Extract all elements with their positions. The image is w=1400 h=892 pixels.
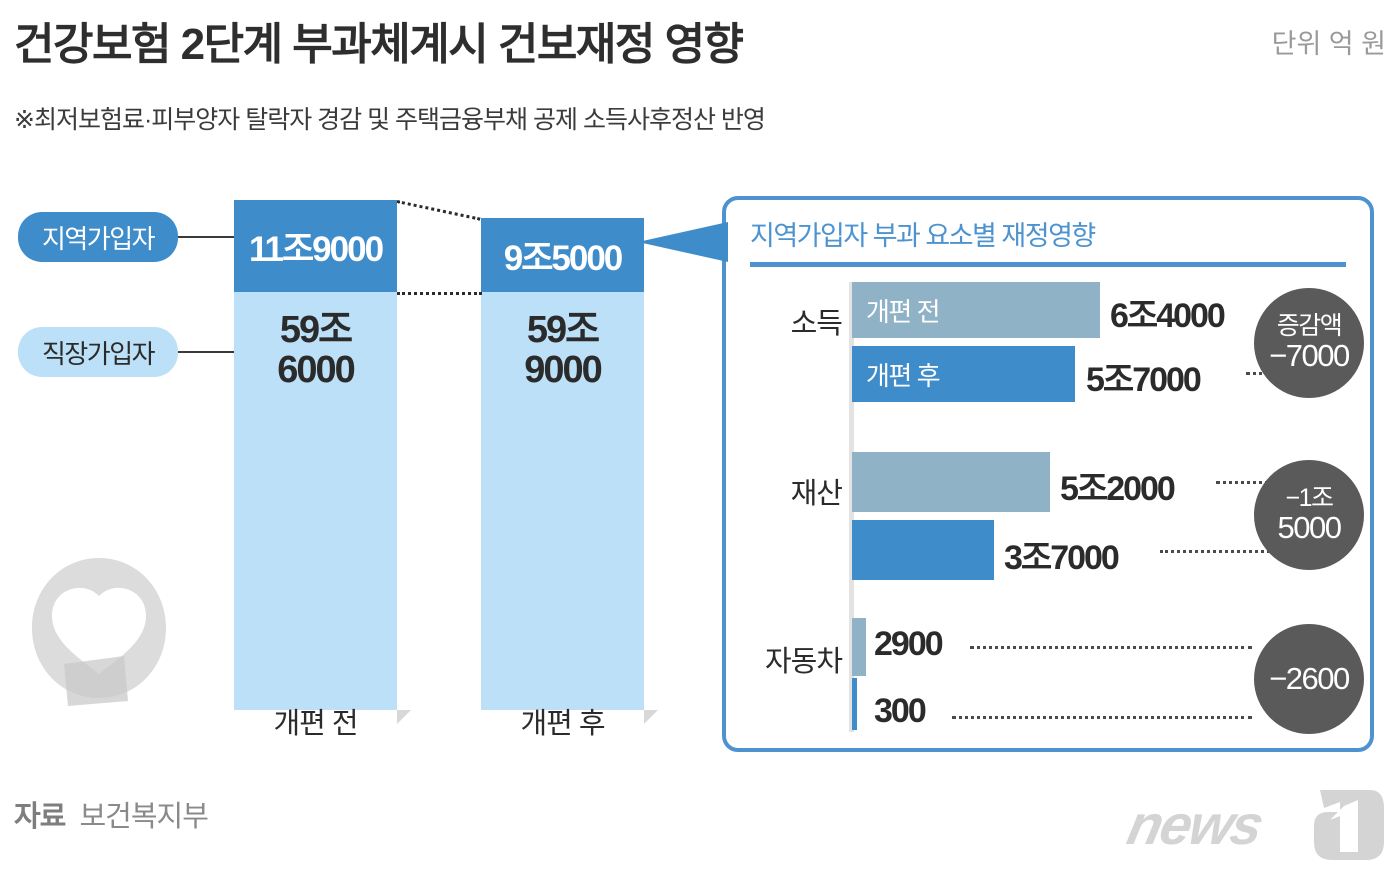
- news1-logo: news: [1108, 782, 1388, 868]
- group-label-property: 재산: [790, 478, 843, 510]
- bar-vehicle-after: [852, 678, 857, 730]
- bar-vehicle-before: [852, 618, 866, 676]
- panel-connector-arrow-icon: [638, 222, 728, 262]
- bar-value-region-before: 11조9000: [248, 229, 384, 269]
- bar-shadow-after: [644, 710, 658, 724]
- bar-value-work-after-line1: 59조: [526, 309, 600, 351]
- left-stacked-bar-chart: 지역가입자 직장가입자 11조9000 59조 6000 9조5000 59조 …: [18, 200, 658, 740]
- x-axis-label-after: 개편 후: [520, 708, 605, 740]
- watermark-logo: [28, 556, 170, 706]
- badge-income-delta-line1: 증감액: [1276, 312, 1343, 341]
- bar-income-after: 개편 후: [852, 346, 1075, 402]
- bar-shadow-before: [397, 710, 411, 724]
- dots-vehicle-after: [952, 716, 1252, 719]
- bar-property-before: [852, 452, 1050, 512]
- source-value: 보건복지부: [79, 801, 209, 833]
- bar-income-before: 개편 전: [852, 282, 1100, 338]
- legend-leader-work: [178, 351, 236, 353]
- connector-dotted-top: [396, 200, 481, 221]
- subtitle-note: ※최저보험료·피부양자 탈락자 경감 및 주택금융부채 공제 소득사후정산 반영: [14, 106, 766, 134]
- bar-vehicle-before-value: 2900: [874, 625, 944, 663]
- connector-dotted-bottom: [397, 292, 482, 295]
- group-label-vehicle: 자동차: [764, 646, 843, 678]
- source-label: 자료: [14, 801, 66, 833]
- bar-segment-work-before: 59조 6000: [234, 292, 397, 710]
- svg-text:news: news: [1122, 794, 1268, 856]
- source-note: 자료 보건복지부: [14, 793, 209, 835]
- unit-label: 단위 억 원: [1271, 29, 1386, 59]
- bar-income-after-label: 개편 후: [866, 360, 940, 391]
- badge-property-delta-line2: 5000: [1277, 509, 1342, 545]
- legend-pill-work: 직장가입자: [18, 327, 178, 377]
- dots-vehicle-before: [970, 646, 1252, 649]
- bar-segment-work-after: 59조 9000: [481, 292, 644, 710]
- badge-income-delta: 증감액 −7000: [1254, 288, 1364, 398]
- bar-property-after: [852, 520, 994, 580]
- page-title: 건강보험 2단계 부과체계시 건보재정 영향: [14, 20, 744, 69]
- badge-vehicle-delta-line2: −2600: [1269, 661, 1350, 697]
- panel-title: 지역가입자 부과 요소별 재정영향: [750, 221, 1096, 251]
- legend-pill-region: 지역가입자: [18, 212, 178, 262]
- legend-pill-region-label: 지역가입자: [41, 223, 156, 254]
- panel-vertical-axis: [849, 282, 854, 732]
- bar-vehicle-after-value: 300: [874, 692, 927, 730]
- bar-income-after-value: 5조7000: [1086, 361, 1202, 399]
- bar-value-work-before-line2: 6000: [277, 349, 356, 392]
- bar-value-work-after-line2: 9000: [524, 349, 603, 392]
- badge-property-delta-line1: −1조: [1285, 484, 1334, 513]
- legend-pill-work-label: 직장가입자: [41, 338, 156, 369]
- bar-property-before-value: 5조2000: [1060, 470, 1176, 508]
- badge-property-delta: −1조 5000: [1254, 460, 1364, 570]
- bar-segment-region-after: 9조5000: [481, 218, 644, 292]
- badge-income-delta-line2: −7000: [1269, 337, 1350, 373]
- bar-property-after-value: 3조7000: [1004, 539, 1120, 577]
- x-axis-label-before: 개편 전: [273, 708, 358, 740]
- stacked-bar-before: 11조9000 59조 6000: [234, 200, 397, 710]
- dots-property-after: [1160, 550, 1342, 553]
- panel-title-divider: [750, 262, 1346, 267]
- bar-value-work-before-line1: 59조: [279, 309, 353, 351]
- badge-vehicle-delta: −2600: [1254, 624, 1364, 734]
- right-detail-panel: 지역가입자 부과 요소별 재정영향 소득 개편 전 6조4000 개편 후 5조…: [638, 196, 1374, 752]
- legend-leader-region: [178, 236, 236, 238]
- bar-income-before-value: 6조4000: [1110, 297, 1226, 335]
- bar-value-region-after: 9조5000: [503, 238, 624, 278]
- group-label-income: 소득: [790, 308, 843, 340]
- bar-income-before-label: 개편 전: [866, 296, 940, 327]
- stacked-bar-after: 9조5000 59조 9000: [481, 218, 644, 710]
- bar-segment-region-before: 11조9000: [234, 200, 397, 292]
